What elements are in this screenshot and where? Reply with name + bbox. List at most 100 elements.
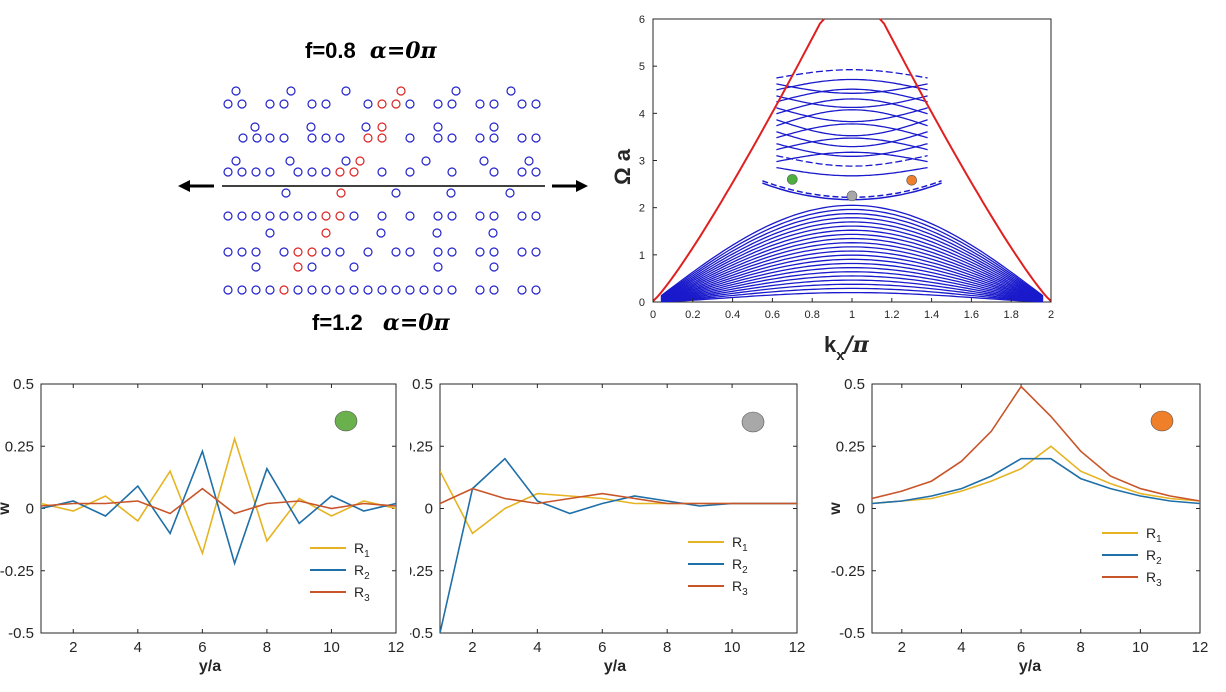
- lattice-site: [489, 167, 499, 177]
- lattice-site: [405, 247, 415, 257]
- lattice-site: [391, 285, 401, 295]
- lattice-site: [349, 285, 359, 295]
- dispersion-x-tick-label: 0.6: [765, 309, 780, 321]
- lattice-site: [524, 156, 534, 166]
- lattice-site: [286, 86, 296, 96]
- lattice-site: [517, 285, 527, 295]
- dispersion-chart: 0 0.2 0.4 0.6 0.8 1 1.2 1.4 1.6 1.8 2 0 1 2 3 4 5 6 kx/π…: [610, 14, 1054, 364]
- lattice-panel: f=0.8 α=0π f=1.2 α=0π: [0, 0, 600, 345]
- mode-x-tick-label: 12: [388, 639, 405, 656]
- mode-x-tick-label: 12: [1192, 639, 1209, 656]
- dispersion-band-lower: [660, 287, 1044, 303]
- lattice-site: [265, 211, 275, 221]
- lattice-site: [447, 133, 457, 143]
- mode-y-tick-label: 0: [26, 501, 34, 518]
- lattice-site: [433, 247, 443, 257]
- dispersion-y-ticks: 0 1 2 3 4 5 6: [639, 14, 657, 309]
- lattice-defect-site: [377, 99, 387, 109]
- dispersion-band-upper: [776, 98, 928, 115]
- lattice-defect-site: [335, 211, 345, 221]
- dispersion-band-lower: [660, 275, 1044, 302]
- dispersion-marker-orange: [906, 175, 918, 186]
- mode-y-label: w: [0, 502, 13, 516]
- dispersion-x-ticks: 0 0.2 0.4 0.6 0.8 1 1.2 1.4 1.6 1.8 2: [650, 298, 1054, 321]
- lattice-site: [307, 99, 317, 109]
- lattice-site: [475, 99, 485, 109]
- lattice-site: [238, 133, 248, 143]
- dispersion-band-lower: [660, 225, 1044, 299]
- lattice-site: [405, 211, 415, 221]
- dispersion-band-lower: [660, 237, 1044, 301]
- dispersion-y-tick-label: 6: [639, 14, 645, 26]
- lattice-site: [265, 228, 275, 238]
- dispersion-band-lower: [660, 279, 1044, 303]
- lattice-site: [531, 285, 541, 295]
- lattice-site: [419, 285, 429, 295]
- lattice-site: [446, 188, 456, 198]
- lattice-site: [475, 133, 485, 143]
- lattice-site: [265, 133, 275, 143]
- dispersion-band-upper: [776, 78, 928, 91]
- lattice-site: [349, 262, 359, 272]
- lattice-site: [265, 99, 275, 109]
- mode-y-tick-label: 0.25: [5, 438, 34, 455]
- dispersion-band-upper: [776, 109, 928, 127]
- dispersion-x-tick-label: 0: [650, 309, 656, 321]
- lattice-defect-site: [321, 228, 331, 238]
- lattice-site: [505, 188, 515, 198]
- mode-x-tick-label: 2: [468, 639, 476, 656]
- lattice-site: [250, 122, 260, 132]
- lattice-site: [231, 156, 241, 166]
- dispersion-band-lower: [660, 283, 1044, 303]
- dispersion-band-upper: [776, 119, 928, 137]
- lattice-site: [251, 285, 261, 295]
- lattice-defect-site: [279, 285, 289, 295]
- lattice-site: [293, 285, 303, 295]
- dispersion-band-lower: [660, 266, 1044, 302]
- lattice-site: [231, 86, 241, 96]
- lattice-figure: f=0.8 α=0π f=1.2 α=0π: [178, 38, 588, 336]
- mode-y-tick-label: -0.25: [831, 563, 865, 580]
- mode-x-tick-label: 8: [263, 639, 271, 656]
- mode-x-label: y/a: [199, 658, 221, 675]
- lattice-site: [321, 99, 331, 109]
- dispersion-band-upper: [776, 143, 928, 157]
- lattice-defect-site: [321, 211, 331, 221]
- lattice-site: [335, 247, 345, 257]
- lattice-site: [451, 86, 461, 96]
- mode-series-R2: [41, 448, 396, 566]
- mode-y-tick-label: -0.25: [410, 563, 433, 580]
- lattice-site: [531, 133, 541, 143]
- lattice-site: [237, 99, 247, 109]
- dispersion-band-lower: [660, 291, 1044, 303]
- mode-x-tick-label: 6: [198, 639, 206, 656]
- mode-x-tick-label: 10: [724, 639, 741, 656]
- lattice-top-label: f=0.8 α=0π: [305, 38, 438, 64]
- lattice-site: [363, 99, 373, 109]
- dispersion-band-upper: [776, 166, 928, 177]
- lattice-site: [517, 167, 527, 177]
- dispersion-marker-green: [787, 174, 798, 185]
- dispersion-x-tick-label: 2: [1048, 309, 1054, 321]
- lattice-defect-site: [336, 188, 346, 198]
- dispersion-bands: [660, 69, 1044, 303]
- mode-y-tick-label: 0: [425, 501, 433, 518]
- dispersion-band-upper: [776, 83, 928, 94]
- mode-series-R1: [41, 436, 396, 556]
- lattice-defect-site: [391, 99, 401, 109]
- lattice-site: [391, 188, 401, 198]
- mode-y-tick-label: -0.5: [839, 625, 865, 642]
- lattice-site: [307, 262, 317, 272]
- lattice-site: [433, 99, 443, 109]
- dispersion-panel: 0 0.2 0.4 0.6 0.8 1 1.2 1.4 1.6 1.8 2 0 1 2 3 4 5 6 kx/π…: [600, 0, 1226, 370]
- dispersion-x-tick-label: 1.6: [964, 309, 979, 321]
- dispersion-markers: [787, 174, 918, 202]
- mode-x-tick-label: 6: [598, 639, 606, 656]
- lattice-defect-site: [349, 167, 359, 177]
- dispersion-band-lower: [660, 246, 1044, 301]
- lattice-site: [531, 167, 541, 177]
